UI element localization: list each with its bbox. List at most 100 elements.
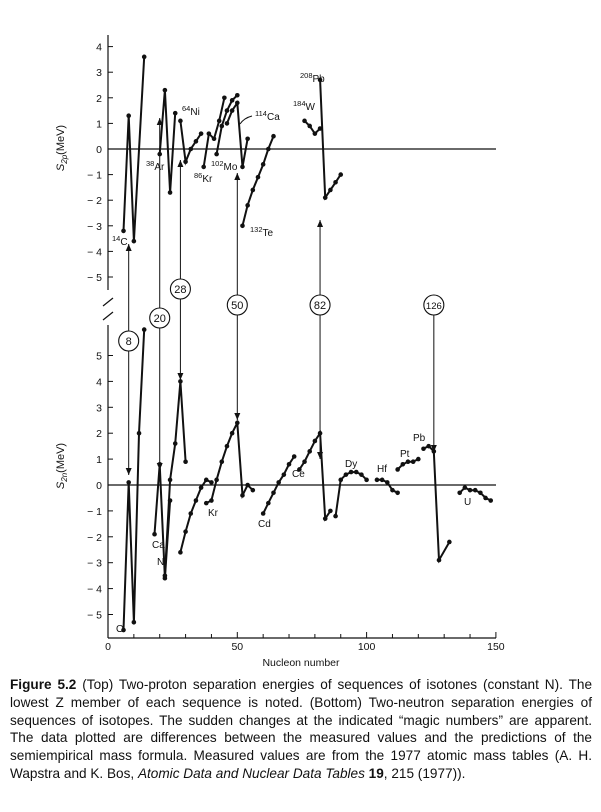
data-point xyxy=(421,446,426,452)
data-point xyxy=(126,480,131,485)
series-label-64Ni-mass: 64 xyxy=(182,104,190,113)
data-point xyxy=(222,95,227,101)
data-point xyxy=(240,164,245,170)
data-point xyxy=(467,487,473,493)
data-point xyxy=(136,430,142,436)
data-point xyxy=(472,487,478,493)
data-point xyxy=(436,557,442,563)
series-line-Ni xyxy=(179,478,212,553)
series-label-hf: Hf xyxy=(377,464,387,475)
series-label-86Kr: 86Kr xyxy=(194,171,213,185)
series-label-ni: Ni xyxy=(157,557,166,568)
data-point xyxy=(426,443,431,449)
data-point xyxy=(178,550,183,555)
series-label-184W-element: W xyxy=(306,102,316,113)
data-point xyxy=(214,151,219,157)
series-label-64Ni-element: Ni xyxy=(190,107,199,118)
caption-tail: , 215 (1977)). xyxy=(383,765,466,781)
data-point xyxy=(240,493,245,498)
data-point xyxy=(447,539,452,545)
data-point xyxy=(478,490,483,496)
y-axis-title-main: S xyxy=(55,163,67,171)
series-line-184W xyxy=(303,120,321,136)
magic-arrowhead-up xyxy=(317,220,324,227)
magic-arrowhead-up xyxy=(156,118,163,125)
series-label-pt: Pt xyxy=(400,449,410,460)
data-point xyxy=(183,529,188,534)
data-point xyxy=(255,174,261,180)
series-label-cd: Cd xyxy=(258,519,271,530)
data-point xyxy=(271,133,276,139)
data-point xyxy=(188,511,194,516)
data-point xyxy=(126,113,131,119)
data-point xyxy=(410,459,416,464)
data-point xyxy=(229,98,235,103)
y-tick-label: 3 xyxy=(96,402,102,414)
data-point xyxy=(121,627,126,633)
data-point xyxy=(359,472,364,477)
data-point xyxy=(235,420,240,426)
y-tick-label: 4 xyxy=(96,42,102,54)
y-axis-title-unit: (MeV) xyxy=(55,125,67,155)
data-point xyxy=(266,500,271,506)
magic-circle xyxy=(118,330,140,352)
magic-arrowhead-up xyxy=(234,173,241,180)
data-point xyxy=(229,430,235,436)
y-tick-label: − 1 xyxy=(87,170,102,182)
y-tick-label: 1 xyxy=(96,454,102,466)
data-point xyxy=(201,164,206,170)
series-label-114Ca-element: Ca xyxy=(267,112,280,123)
series-label-ca: Ca xyxy=(152,540,165,551)
data-point xyxy=(141,327,147,332)
data-point xyxy=(302,118,307,124)
caption-volume: 19 xyxy=(364,765,384,781)
data-point xyxy=(245,482,250,488)
y-tick-label: 3 xyxy=(96,67,102,79)
data-point xyxy=(260,511,266,516)
data-point xyxy=(400,461,406,467)
y-axis-title-sub: 2p xyxy=(60,154,69,164)
data-point xyxy=(216,118,222,124)
magic-number-label: 126 xyxy=(426,301,442,312)
magic-arrowhead-down xyxy=(430,445,437,452)
series-label-114Ca: 114Ca xyxy=(255,109,280,123)
magic-arrowhead-up xyxy=(125,244,132,251)
data-point xyxy=(206,131,212,136)
y-tick-label: − 4 xyxy=(87,584,102,596)
data-point xyxy=(203,500,209,506)
series-label-14C-element: C xyxy=(120,237,127,248)
magic-number-label: 20 xyxy=(154,313,166,325)
data-point xyxy=(328,187,333,193)
series-label-132Te-element: Te xyxy=(263,228,274,239)
magic-circle xyxy=(309,294,331,316)
series-label-86Kr-mass: 86 xyxy=(194,171,202,180)
data-point xyxy=(379,477,385,483)
series-label-64Ni: 64Ni xyxy=(182,104,200,118)
data-point xyxy=(364,477,369,483)
y-axis-title-unit: (MeV) xyxy=(55,443,67,473)
magic-number-label: 82 xyxy=(314,300,326,312)
data-point xyxy=(235,100,240,106)
data-point xyxy=(395,490,400,496)
data-point xyxy=(250,487,256,493)
data-point xyxy=(338,477,344,483)
magic-circle xyxy=(226,294,248,316)
data-point xyxy=(488,498,494,503)
data-point xyxy=(374,477,380,483)
magic-circle xyxy=(423,294,445,316)
data-point xyxy=(245,136,250,142)
data-point xyxy=(348,469,354,475)
magic-arrowhead-down xyxy=(125,468,132,475)
data-point xyxy=(266,146,271,152)
series-label-ce: Ce xyxy=(292,469,305,480)
y-tick-label: − 2 xyxy=(87,195,102,207)
series-label-132Te: 132Te xyxy=(250,225,274,239)
data-point xyxy=(193,139,199,144)
data-point xyxy=(276,480,281,485)
series-label-u: U xyxy=(464,497,471,508)
data-point xyxy=(209,498,214,503)
data-point xyxy=(395,467,400,472)
series-line-Pb xyxy=(423,444,451,564)
y-tick-label: 0 xyxy=(96,480,102,492)
series-label-dy: Dy xyxy=(345,459,357,470)
